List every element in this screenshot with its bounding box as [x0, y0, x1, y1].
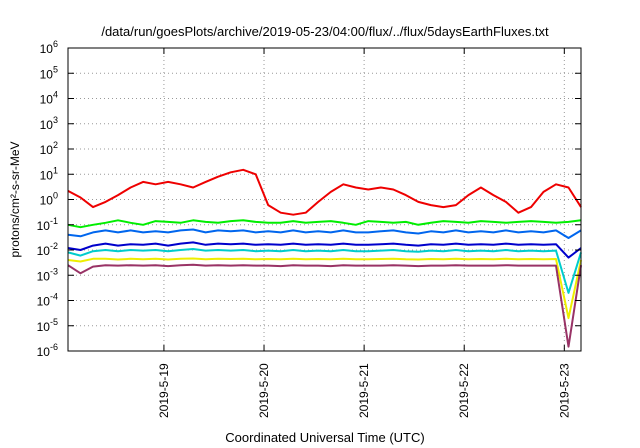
y-axis-label: protons/cm²-s-sr-MeV — [8, 141, 22, 257]
y-axis: 10-6 10-5 10-4 10-3 10-2 10-1 100 101 102 103 104 1… — [37, 39, 581, 359]
y-tick-label: 103 — [40, 115, 58, 132]
y-tick-label: 102 — [40, 140, 58, 157]
series-line-2 — [67, 219, 582, 229]
x-tick-label: 2019-5-22 — [457, 363, 471, 418]
y-tick-label: 10-3 — [37, 266, 58, 283]
grid-lines — [68, 48, 581, 351]
y-tick-label: 10-5 — [37, 317, 58, 334]
series-line-6 — [67, 257, 582, 320]
y-tick-label: 10-4 — [37, 292, 58, 309]
y-tick-label: 104 — [40, 90, 58, 107]
x-axis: 2019-5-19 2019-5-20 2019-5-21 2019-5-22 2019… — [157, 48, 571, 418]
series-line-3 — [67, 228, 582, 239]
y-tick-label: 10-6 — [37, 342, 58, 359]
y-tick-label: 101 — [40, 165, 58, 182]
y-tick-label: 10-1 — [37, 216, 58, 233]
y-tick-label: 105 — [40, 64, 58, 81]
chart-title: /data/run/goesPlots/archive/2019-05-23/0… — [101, 24, 549, 39]
y-tick-label: 106 — [40, 39, 58, 56]
series-line-4 — [67, 241, 582, 259]
series-group — [67, 168, 582, 348]
x-tick-label: 2019-5-21 — [357, 363, 371, 418]
x-tick-label: 2019-5-20 — [257, 363, 271, 418]
series-line-7 — [67, 263, 582, 348]
series-line-1 — [67, 168, 582, 216]
x-tick-label: 2019-5-19 — [157, 363, 171, 418]
x-axis-label: Coordinated Universal Time (UTC) — [225, 430, 424, 445]
y-tick-label: 10-2 — [37, 241, 58, 258]
y-tick-label: 100 — [40, 191, 58, 208]
series-line-5 — [67, 248, 582, 294]
x-tick-label: 2019-5-23 — [557, 363, 571, 418]
